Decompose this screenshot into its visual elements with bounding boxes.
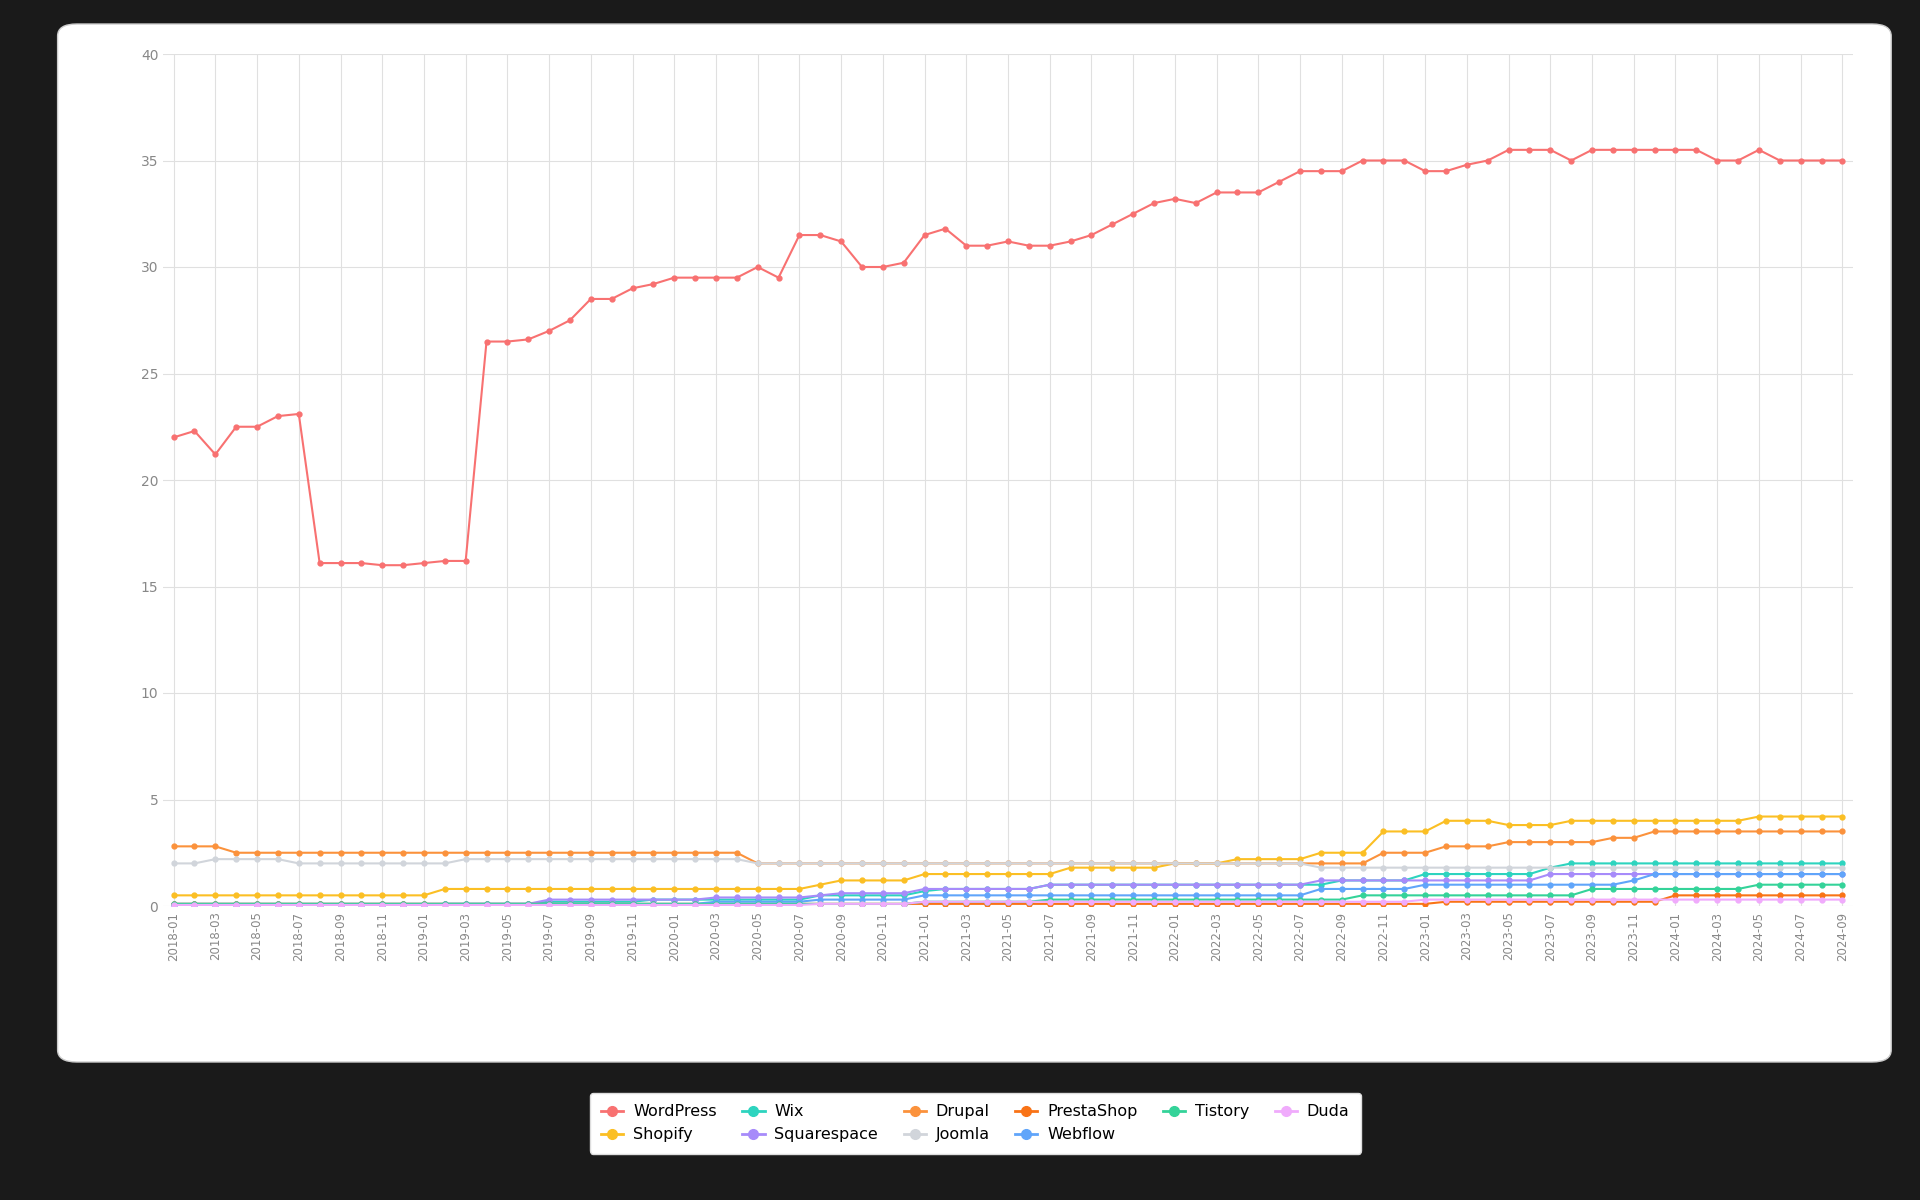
Legend: WordPress, Shopify, Wix, Squarespace, Drupal, Joomla, PrestaShop, Webflow, Tisto: WordPress, Shopify, Wix, Squarespace, Dr…: [589, 1093, 1361, 1153]
